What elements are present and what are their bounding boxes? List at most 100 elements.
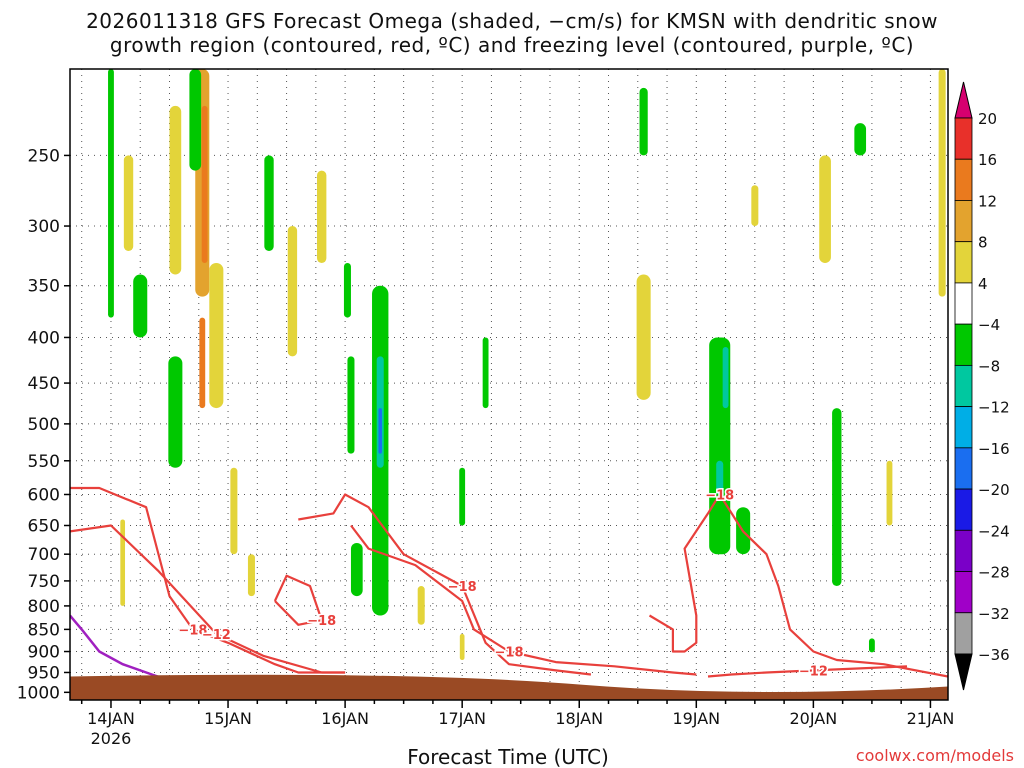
colorbar-swatch <box>954 406 973 449</box>
x-tick-label: 18JAN <box>555 709 603 728</box>
omega-shading <box>108 69 946 661</box>
colorbar-swatch <box>954 241 973 284</box>
y-tick-label: 1000 <box>17 683 60 703</box>
colorbar-bottom-arrow <box>954 653 973 691</box>
x-tick-label: 19JAN <box>672 709 720 728</box>
y-tick-label: 550 <box>28 452 60 472</box>
colorbar-level-label: −24 <box>978 522 1010 540</box>
colorbar-swatch <box>954 612 973 655</box>
dgz-contour-line <box>707 665 908 678</box>
omega-cell <box>459 467 466 526</box>
colorbar-level-label: −12 <box>978 399 1010 417</box>
omega-cell <box>343 262 351 318</box>
dgz-contour-label: −18 <box>448 580 477 595</box>
omega-cell <box>347 356 355 454</box>
omega-cell <box>722 347 729 409</box>
colorbar-swatch <box>954 447 973 490</box>
omega-cell <box>168 356 183 468</box>
colorbar-swatch <box>954 529 973 572</box>
omega-cell <box>459 633 465 661</box>
colorbar-swatch <box>954 117 973 160</box>
y-axis: 250 300 350 400 450 500 550 600 650 700 750 800 850 9… <box>17 146 70 703</box>
omega-cell <box>350 542 363 597</box>
colorbar-swatch <box>954 364 973 408</box>
dgz-contour-line <box>648 493 948 678</box>
chart-title-line-2: growth region (contoured, red, ºC) and f… <box>109 33 915 57</box>
y-tick-label: 450 <box>28 374 60 394</box>
omega-cell <box>133 274 148 338</box>
omega-cell <box>120 519 126 606</box>
y-tick-label: 300 <box>28 217 60 237</box>
omega-cell <box>886 460 893 526</box>
colorbar-level-label: −36 <box>978 646 1010 664</box>
omega-cell <box>287 226 298 357</box>
dgz-contours: −18−12−18−18−18−18−12 <box>70 486 948 682</box>
dgz-contour-line <box>273 574 323 626</box>
x-tick-label: 14JAN <box>87 709 135 728</box>
dgz-contour-label: −18 <box>495 646 524 661</box>
colorbar-level-label: −16 <box>978 440 1010 458</box>
omega-cell <box>639 87 648 156</box>
freezing-level-line <box>70 614 170 682</box>
omega-cell <box>230 467 238 555</box>
x-tick-label: 15JAN <box>204 709 252 728</box>
y-tick-label: 500 <box>28 415 60 435</box>
dgz-contour-line <box>298 493 592 676</box>
y-tick-label: 750 <box>28 572 60 592</box>
x-tick-label: 20JAN <box>790 709 838 728</box>
dgz-contour-line <box>70 486 346 674</box>
colorbar-level-label: 8 <box>978 234 988 252</box>
omega-cell <box>199 317 206 409</box>
omega-cell <box>169 105 182 275</box>
dgz-contour-line <box>70 524 346 674</box>
colorbar-top-arrow <box>954 81 973 119</box>
dgz-contour-label: −18 <box>307 614 336 629</box>
colorbar-swatch <box>954 323 973 366</box>
y-tick-label: 650 <box>28 516 60 536</box>
colorbar-level-label: −8 <box>978 357 1000 375</box>
y-tick-label: 950 <box>28 663 60 683</box>
y-tick-label: 250 <box>28 146 60 166</box>
y-tick-label: 900 <box>28 643 60 663</box>
omega-cell <box>751 185 759 227</box>
colorbar-swatch <box>954 158 973 201</box>
x-tick-sublabel: 2026 <box>91 729 132 748</box>
dgz-contour-label: −12 <box>799 664 828 679</box>
colorbar-level-label: −4 <box>978 316 1000 334</box>
omega-cell <box>264 155 274 252</box>
chart-title-line-1: 2026011318 GFS Forecast Omega (shaded, −… <box>86 9 938 33</box>
omega-cell <box>209 262 224 409</box>
y-tick-label: 850 <box>28 620 60 640</box>
colorbar-level-label: 12 <box>978 192 997 210</box>
y-tick-label: 700 <box>28 545 60 565</box>
colorbar-level-label: 20 <box>978 110 997 128</box>
omega-cell <box>854 123 867 156</box>
dgz-contour-label: −18 <box>705 488 734 503</box>
dgz-contour-line <box>350 524 697 676</box>
y-tick-label: 400 <box>28 328 60 348</box>
colorbar-level-label: −32 <box>978 605 1010 623</box>
colorbar-level-label: −28 <box>978 564 1010 582</box>
terrain-fill <box>70 674 948 700</box>
colorbar: 20 16 12 8 4 −4 −8 −12 −16 −20 −24 −28 −32 −36 <box>954 81 1010 691</box>
omega-cell <box>482 337 489 409</box>
omega-cell <box>716 460 724 495</box>
dgz-contour-label: −12 <box>202 628 231 643</box>
omega-cell <box>938 69 946 297</box>
x-tick-label: 21JAN <box>907 709 955 728</box>
omega-cell <box>247 554 255 597</box>
colorbar-swatch <box>954 571 973 614</box>
omega-cell <box>189 69 202 171</box>
omega-cell <box>317 170 327 263</box>
y-tick-label: 350 <box>28 277 60 297</box>
omega-cell <box>636 274 651 400</box>
omega-cell <box>832 408 842 587</box>
omega-cell <box>123 155 134 252</box>
x-tick-label: 17JAN <box>438 709 486 728</box>
terrain <box>70 674 948 700</box>
x-axis-label: Forecast Time (UTC) <box>407 745 609 768</box>
colorbar-swatch <box>954 282 973 325</box>
dgz-contour-label: −18 <box>178 623 207 638</box>
